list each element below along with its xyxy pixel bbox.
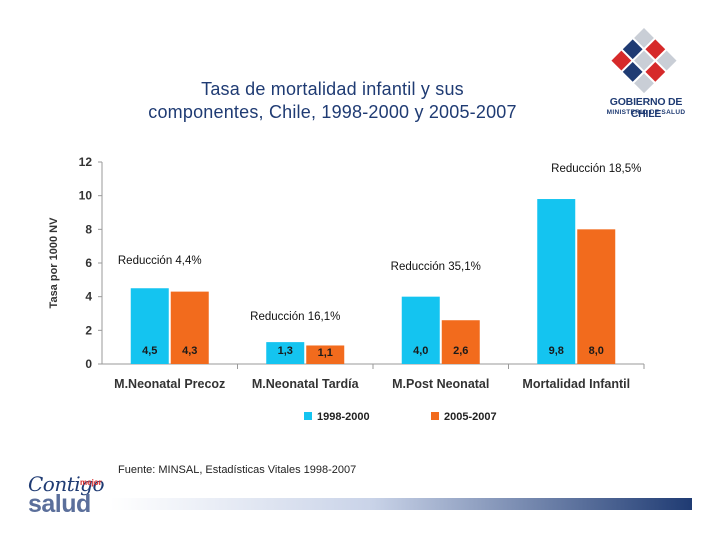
reduction-annotation: Reducción 35,1% <box>391 261 481 273</box>
legend-item-2005-2007: 2005-2007 <box>431 411 497 423</box>
x-tick-label: M.Neonatal Precoz <box>114 377 225 391</box>
bar-1998-2000-1 <box>266 342 305 364</box>
bar-1998-2000-3 <box>537 199 576 364</box>
reduction-annotation: Reducción 4,4% <box>118 255 202 267</box>
bar-2005-2007-0 <box>170 291 209 364</box>
y-tick-label: 0 <box>85 357 92 371</box>
legend-label-1998-2000: 1998-2000 <box>317 411 370 423</box>
chart-title-line2: componentes, Chile, 1998-2000 y 2005-200… <box>148 102 517 122</box>
legend-label-2005-2007: 2005-2007 <box>444 411 497 423</box>
chart-title-line1: Tasa de mortalidad infantil y sus <box>201 79 464 99</box>
bar-value-label: 4,5 <box>142 345 157 357</box>
x-tick-label: M.Neonatal Tardía <box>252 377 360 391</box>
legend-item-1998-2000: 1998-2000 <box>304 411 370 423</box>
y-tick-label: 2 <box>85 323 92 337</box>
brand-word-mejor: mejor <box>80 478 102 487</box>
x-tick-label: Mortalidad Infantil <box>522 377 630 391</box>
y-tick-label: 4 <box>85 290 92 304</box>
bar-value-label: 4,0 <box>413 345 428 357</box>
bar-value-label: 2,6 <box>453 345 468 357</box>
gobierno-logo-icon <box>611 28 677 94</box>
y-tick-label: 12 <box>79 155 93 169</box>
bar-value-label: 1,3 <box>278 345 293 357</box>
brand-word-contigo: Contigo <box>28 472 105 496</box>
contigo-mejor-salud-logo: Contigo mejor salud <box>26 472 116 522</box>
logo-name: GOBIERNO DE CHILE <box>609 96 683 120</box>
bar-chart: 0 2 4 6 8 10 12 Tasa por 1000 NV M.Neonatal Prec… <box>48 155 645 391</box>
bar-1998-2000-2 <box>401 296 440 364</box>
brand-word-salud: salud <box>28 490 91 518</box>
bar-value-label: 9,8 <box>549 345 564 357</box>
bar-value-label: 4,3 <box>182 345 197 357</box>
reduction-annotation: Reducción 16,1% <box>250 311 340 323</box>
bar-2005-2007-2 <box>441 320 480 364</box>
bar-value-label: 8,0 <box>589 345 604 357</box>
legend-swatch-orange <box>431 412 439 420</box>
x-tick-label: M.Post Neonatal <box>392 377 489 391</box>
legend-swatch-blue <box>304 412 312 420</box>
footer-gradient-bar <box>110 498 692 510</box>
y-tick-label: 8 <box>85 222 92 236</box>
bar-2005-2007-1 <box>306 345 345 364</box>
logo-ministry: MINISTERIO DE SALUD <box>606 109 686 116</box>
bar-value-label: 1,1 <box>318 347 333 359</box>
y-tick-label: 6 <box>85 256 92 270</box>
y-axis-label: Tasa por 1000 NV <box>48 217 60 309</box>
bar-2005-2007-3 <box>577 229 616 364</box>
source-note: Fuente: MINSAL, Estadísticas Vitales 199… <box>118 464 357 476</box>
reduction-annotation: Reducción 18,5% <box>551 163 641 175</box>
y-tick-label: 10 <box>79 189 93 203</box>
bar-1998-2000-0 <box>130 288 169 364</box>
chart-title: Tasa de mortalidad infantil y sus compon… <box>100 78 565 124</box>
